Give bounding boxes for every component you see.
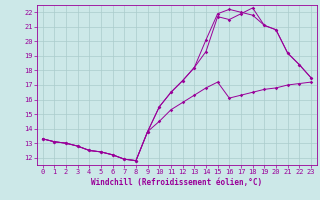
X-axis label: Windchill (Refroidissement éolien,°C): Windchill (Refroidissement éolien,°C) xyxy=(91,178,262,187)
